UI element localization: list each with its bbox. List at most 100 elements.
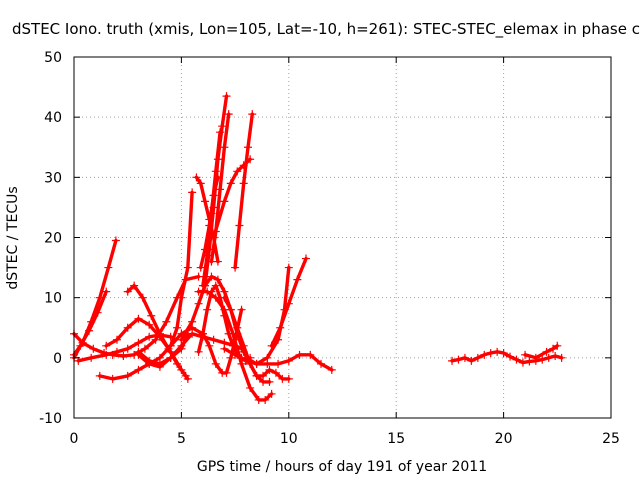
data-point bbox=[134, 314, 143, 323]
y-axis-label: dSTEC / TECUs bbox=[5, 186, 21, 289]
data-point bbox=[480, 350, 489, 359]
data-point bbox=[85, 326, 94, 335]
data-point bbox=[155, 362, 164, 371]
data-point bbox=[216, 185, 225, 194]
y-tick-label: 50 bbox=[44, 50, 62, 66]
data-point bbox=[467, 356, 476, 365]
x-axis-label: GPS time / hours of day 191 of year 2011 bbox=[197, 459, 487, 475]
data-point bbox=[213, 275, 222, 284]
data-point bbox=[173, 323, 182, 332]
data-point bbox=[265, 377, 274, 386]
x-tick-label: 20 bbox=[495, 431, 513, 447]
data-point bbox=[211, 293, 220, 302]
data-point bbox=[284, 263, 293, 272]
y-tick-label: 0 bbox=[53, 351, 62, 367]
data-point bbox=[211, 167, 220, 176]
data-point bbox=[521, 350, 530, 359]
data-point bbox=[87, 353, 96, 362]
data-point bbox=[226, 353, 235, 362]
data-point bbox=[220, 293, 229, 302]
data-point bbox=[209, 335, 218, 344]
axis-ticks: 0 5 10 15 20 25 -10 0 10 20 30 40 50 bbox=[39, 50, 620, 447]
data-point bbox=[261, 395, 270, 404]
data-series bbox=[70, 92, 566, 404]
data-point bbox=[265, 365, 274, 374]
series-track bbox=[211, 157, 252, 240]
data-point bbox=[162, 317, 171, 326]
data-point bbox=[295, 350, 304, 359]
data-point bbox=[284, 299, 293, 308]
data-point bbox=[155, 329, 164, 338]
data-point bbox=[542, 347, 551, 356]
data-point bbox=[95, 371, 104, 380]
x-tick-label: 5 bbox=[177, 431, 186, 447]
data-point bbox=[111, 236, 120, 245]
x-tick-label: 0 bbox=[70, 431, 79, 447]
data-point bbox=[473, 353, 482, 362]
data-point bbox=[553, 341, 562, 350]
data-point bbox=[216, 128, 225, 137]
series-track bbox=[244, 265, 291, 366]
data-point bbox=[102, 350, 111, 359]
data-point bbox=[538, 355, 547, 364]
data-point bbox=[486, 349, 495, 358]
data-point bbox=[145, 359, 154, 368]
data-point bbox=[194, 272, 203, 281]
grid bbox=[74, 57, 611, 418]
data-point bbox=[274, 359, 283, 368]
data-point bbox=[177, 335, 186, 344]
chart-title: dSTEC Iono. truth (xmis, Lon=105, Lat=-1… bbox=[12, 20, 640, 39]
data-point bbox=[207, 209, 216, 218]
data-point bbox=[276, 323, 285, 332]
data-point bbox=[196, 179, 205, 188]
data-point bbox=[263, 353, 272, 362]
data-point bbox=[224, 110, 233, 119]
data-point bbox=[194, 299, 203, 308]
data-point bbox=[102, 341, 111, 350]
data-point bbox=[557, 353, 566, 362]
data-point bbox=[188, 317, 197, 326]
data-point bbox=[306, 350, 315, 359]
data-point bbox=[284, 356, 293, 365]
data-point bbox=[166, 341, 175, 350]
data-point bbox=[207, 257, 216, 266]
data-point bbox=[246, 383, 255, 392]
x-tick-label: 25 bbox=[602, 431, 620, 447]
y-tick-label: 30 bbox=[44, 170, 62, 186]
data-point bbox=[231, 263, 240, 272]
data-point bbox=[211, 359, 220, 368]
data-point bbox=[327, 365, 336, 374]
data-point bbox=[78, 338, 87, 347]
data-point bbox=[460, 353, 469, 362]
data-point bbox=[239, 341, 248, 350]
data-point bbox=[166, 353, 175, 362]
data-point bbox=[493, 347, 502, 356]
data-point bbox=[138, 293, 147, 302]
data-point bbox=[112, 347, 121, 356]
data-point bbox=[220, 197, 229, 206]
data-point bbox=[235, 221, 244, 230]
data-point bbox=[108, 374, 117, 383]
data-point bbox=[194, 287, 203, 296]
data-point bbox=[134, 338, 143, 347]
data-point bbox=[222, 368, 231, 377]
data-point bbox=[531, 353, 540, 362]
data-point bbox=[237, 359, 246, 368]
x-tick-label: 10 bbox=[280, 431, 298, 447]
data-point bbox=[211, 281, 220, 290]
y-tick-label: 40 bbox=[44, 110, 62, 126]
data-point bbox=[506, 352, 515, 361]
data-point bbox=[228, 329, 237, 338]
data-point bbox=[239, 179, 248, 188]
data-point bbox=[267, 389, 276, 398]
data-point bbox=[499, 349, 508, 358]
data-point bbox=[252, 359, 261, 368]
data-point bbox=[248, 110, 257, 119]
data-point bbox=[237, 305, 246, 314]
data-point bbox=[220, 344, 229, 353]
data-point bbox=[203, 251, 212, 260]
data-point bbox=[317, 359, 326, 368]
y-tick-label: 10 bbox=[44, 291, 62, 307]
data-point bbox=[525, 357, 534, 366]
data-point bbox=[220, 305, 229, 314]
